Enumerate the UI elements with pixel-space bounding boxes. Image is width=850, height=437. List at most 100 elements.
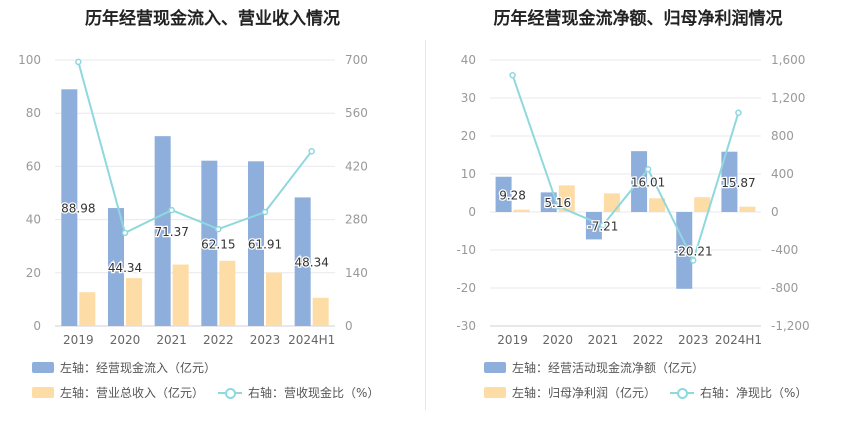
right-bar-secondary — [603, 193, 620, 212]
left-legend-item-revenue[interactable]: 左轴：营业总收入（亿元） — [32, 384, 204, 401]
left-bar-secondary — [79, 292, 96, 326]
left-ratio-point — [75, 58, 82, 66]
right-y2-tick-label: 0 — [771, 205, 779, 219]
right-data-label: -20.21 — [674, 244, 713, 258]
left-y2-tick-label: 700 — [345, 53, 368, 67]
right-legend-item-profit[interactable]: 左轴：归母净利润（亿元） — [484, 384, 656, 401]
right-chart-title: 历年经营现金流净额、归母净利润情况 — [493, 9, 783, 29]
right-data-label: -7.21 — [587, 220, 618, 234]
left-x-tick-label: 2023 — [250, 333, 281, 347]
right-data-label: 15.87 — [721, 176, 755, 190]
left-ratio-point — [261, 208, 269, 216]
left-y2-tick-label: 0 — [345, 319, 353, 333]
right-ratio-point — [644, 166, 652, 173]
legend-label: 左轴：经营现金流入（亿元） — [60, 361, 217, 375]
left-bar-secondary — [219, 260, 236, 326]
right-y-tick-label: 30 — [461, 91, 476, 105]
left-chart-title: 历年经营现金流入、营业收入情况 — [85, 9, 340, 29]
legend-label: 右轴：净现比（%） — [700, 386, 808, 400]
right-data-label: 9.28 — [499, 188, 526, 202]
right-ratio-point — [509, 71, 516, 79]
left-chart-plot: 0 20 40 60 80 100 0 140 280 420 560 700 2019 2020 2021… — [18, 53, 368, 347]
left-x-tick-label: 2021 — [156, 333, 187, 347]
left-y2-tick-label: 140 — [345, 266, 368, 280]
right-y2-tick-label: -400 — [771, 243, 798, 257]
left-legend-item-ratio[interactable]: 右轴：营收现金比（%） — [218, 384, 379, 401]
right-legend-item-netflow[interactable]: 左轴：经营活动现金流净额（亿元） — [484, 359, 704, 376]
left-legend-item-inflow[interactable]: 左轴：经营现金流入（亿元） — [32, 359, 216, 376]
left-bar-primary — [61, 89, 78, 326]
left-data-label: 61.91 — [248, 238, 282, 252]
left-y-tick-label: 0 — [33, 319, 41, 333]
right-data-label: 16.01 — [631, 176, 665, 190]
left-data-label: 71.37 — [154, 225, 188, 239]
right-y-tick-label: -20 — [456, 281, 476, 295]
right-bar-primary — [721, 151, 738, 212]
left-x-tick-label: 2019 — [63, 333, 94, 347]
left-ratio-point — [121, 229, 129, 237]
right-y2-tick-label: 1,200 — [771, 91, 805, 105]
legend-label: 左轴：经营活动现金流净额（亿元） — [512, 361, 705, 375]
left-x-tick-label: 2022 — [203, 333, 234, 347]
legend-label: 左轴：营业总收入（亿元） — [60, 386, 205, 400]
legend-swatch-blue — [484, 362, 506, 373]
right-bar-primary — [540, 192, 557, 212]
legend-label: 左轴：归母净利润（亿元） — [512, 386, 657, 400]
right-y2-tick-label: 400 — [771, 167, 794, 181]
left-y2-tick-label: 280 — [345, 213, 368, 227]
left-bar-primary — [108, 208, 124, 326]
right-x-tick-label: 2022 — [633, 333, 664, 347]
right-x-tick-label: 2023 — [678, 333, 709, 347]
right-bar-primary — [495, 176, 512, 212]
legend-line-icon — [218, 387, 243, 399]
right-bar-secondary — [739, 206, 756, 212]
right-y-tick-label: -30 — [456, 319, 476, 333]
right-legend-item-ratio[interactable]: 右轴：净现比（%） — [670, 384, 807, 401]
left-x-tick-label: 2024H1 — [288, 333, 335, 347]
panel-divider — [425, 40, 426, 410]
left-y-tick-label: 20 — [26, 266, 41, 280]
left-data-label: 44.34 — [108, 261, 142, 275]
right-x-tick-label: 2024H1 — [715, 333, 762, 347]
right-y-tick-label: -10 — [456, 243, 476, 257]
left-bar-secondary — [172, 264, 189, 326]
left-legend-row-2: 左轴：营业总收入（亿元） 右轴：营收现金比（%） — [32, 384, 393, 401]
right-y-tick-label: 10 — [461, 167, 476, 181]
left-data-label: 48.34 — [294, 256, 328, 270]
left-y-tick-label: 100 — [18, 53, 41, 67]
right-ratio-point — [735, 109, 742, 116]
legend-swatch-orange — [484, 387, 506, 398]
left-bar-primary — [154, 136, 171, 326]
left-y-tick-label: 60 — [26, 159, 41, 173]
right-ratio-line — [511, 74, 740, 264]
right-chart-plot: -30 -20 -10 0 10 20 30 40 -1,200 -800 -400 0 400 800 1… — [456, 53, 810, 347]
right-bar-secondary — [694, 197, 711, 212]
left-ratio-point — [308, 147, 315, 155]
left-bar-primary — [294, 197, 311, 326]
right-bar-primary — [676, 212, 693, 289]
left-y2-tick-label: 420 — [345, 159, 368, 173]
right-y2-tick-label: -1,200 — [771, 319, 810, 333]
legend-swatch-blue — [32, 362, 54, 373]
legend-swatch-orange — [32, 387, 54, 398]
right-y-tick-label: 40 — [461, 53, 476, 67]
left-ratio-line — [77, 61, 313, 235]
left-y-tick-label: 40 — [26, 213, 41, 227]
legend-line-icon — [670, 387, 695, 399]
right-legend-row-2: 左轴：归母净利润（亿元） 右轴：净现比（%） — [484, 384, 821, 401]
right-chart-panel: 历年经营现金流净额、归母净利润情况 -30 -20 -10 0 10 20 30 40 -1,2… — [426, 0, 850, 437]
left-data-label: 62.15 — [201, 237, 235, 251]
right-data-label: 5.16 — [544, 196, 571, 210]
right-x-tick-label: 2019 — [497, 333, 528, 347]
left-bar-secondary — [266, 272, 282, 326]
right-ratio-point — [554, 203, 561, 210]
right-x-tick-label: 2020 — [542, 333, 573, 347]
right-y-tick-label: 20 — [461, 129, 476, 143]
left-legend-row-1: 左轴：经营现金流入（亿元） — [32, 359, 230, 376]
left-y-tick-label: 80 — [26, 106, 41, 120]
right-y2-tick-label: 1,600 — [771, 53, 805, 67]
right-y-tick-label: 0 — [468, 205, 476, 219]
right-y2-tick-label: 800 — [771, 129, 794, 143]
right-ratio-point — [690, 257, 697, 264]
left-data-label: 88.98 — [61, 202, 95, 216]
